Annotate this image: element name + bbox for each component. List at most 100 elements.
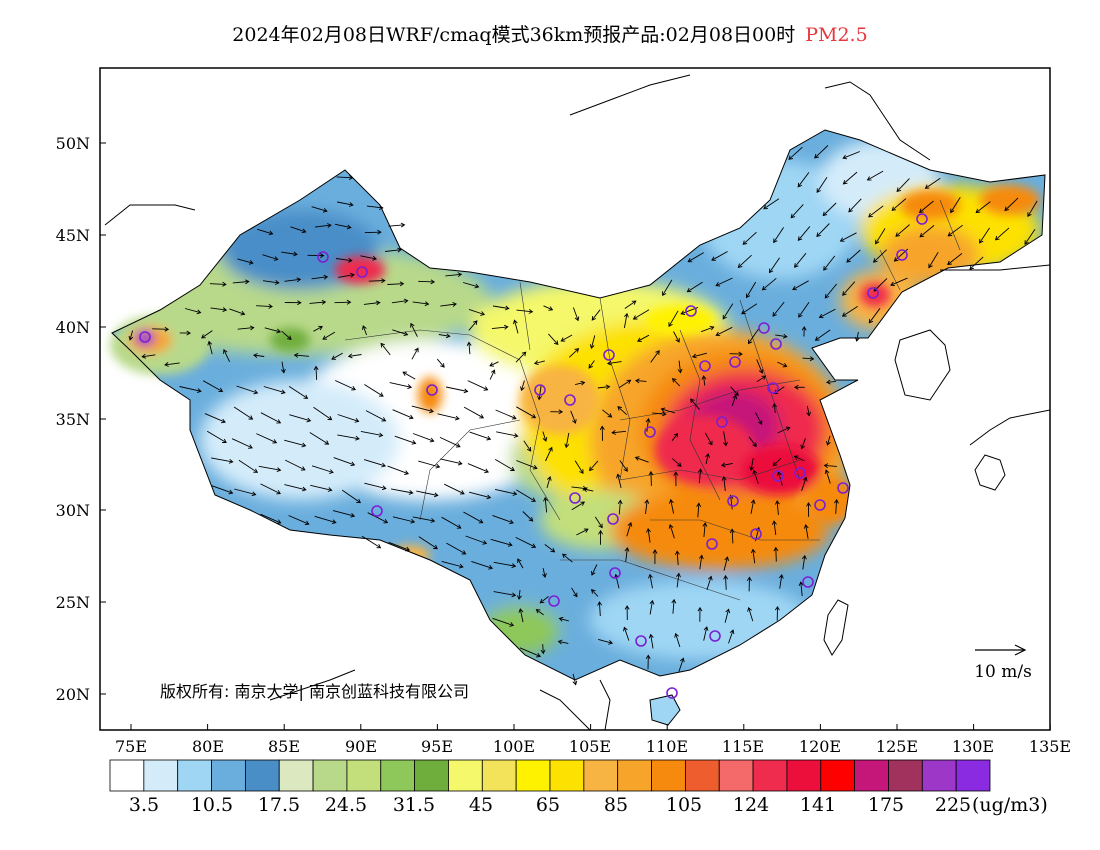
wind-arrow (309, 301, 326, 304)
wind-arrowhead (383, 518, 389, 524)
wind-arrowhead (520, 386, 525, 392)
wind-arrow (469, 431, 491, 440)
wind-arrow (262, 280, 279, 284)
wind-arrowhead (637, 337, 642, 342)
wind-arrow (792, 280, 809, 290)
wind-arrow (363, 302, 380, 305)
wind-arrowhead (928, 263, 933, 269)
wind-arrow (571, 486, 587, 490)
wind-arrow (950, 197, 961, 213)
wind-arrow (468, 308, 485, 315)
wind-arrowhead (687, 257, 693, 263)
wind-arrow (334, 301, 351, 304)
wind-arrow (801, 438, 806, 449)
wind-arrow (583, 488, 594, 492)
wind-arrowhead (624, 312, 629, 318)
wind-arrow (341, 489, 361, 503)
wind-arrowhead (697, 468, 703, 473)
wind-arrowhead (824, 469, 830, 475)
wind-arrow (607, 361, 622, 365)
wind-arrowhead (794, 263, 799, 268)
wind-arrowhead (605, 384, 611, 390)
wind-arrow (753, 470, 759, 484)
lon-label-100e: 100E (493, 737, 535, 756)
wind-arrowhead (414, 347, 419, 353)
wind-arrowhead (671, 598, 677, 604)
wind-arrow (777, 427, 790, 434)
wind-arrowhead (737, 263, 743, 268)
lon-label-120e: 120E (799, 737, 841, 756)
wind-arrowhead (833, 499, 839, 504)
wind-arrowhead (747, 606, 752, 612)
station-marker (685, 305, 697, 317)
colorbar-swatch (278, 759, 314, 792)
wind-arrow (697, 503, 700, 518)
wind-arrowhead (680, 657, 685, 663)
wind-arrow (730, 495, 733, 510)
wind-arrowhead (381, 417, 387, 422)
wind-arrowhead (479, 414, 485, 419)
axis-ticks (100, 142, 1051, 730)
wind-arrow (202, 380, 223, 392)
wind-arrowhead (583, 528, 589, 533)
wind-arrow (626, 522, 632, 537)
wind-arrowhead (776, 471, 782, 477)
colorbar-label-85: 85 (603, 794, 629, 816)
wind-arrowhead (511, 563, 517, 569)
wind-arrow (519, 647, 541, 657)
wind-arrowhead (648, 470, 654, 476)
wind-arrowhead (542, 573, 547, 578)
lon-label-115e: 115E (722, 737, 764, 756)
wind-arrowhead (1024, 240, 1029, 245)
wind-arrow (591, 309, 601, 321)
wind-arrow (309, 432, 329, 445)
colorbar-swatch (651, 759, 686, 792)
wind-arrowhead (918, 208, 924, 214)
wind-arrow (366, 205, 383, 209)
wind-arrow (846, 249, 861, 263)
wind-arrowhead (141, 353, 147, 359)
wind-arrow (516, 406, 536, 419)
wind-arrowhead (543, 496, 548, 502)
wind-arrowhead (772, 461, 778, 467)
wind-arrowhead (509, 519, 514, 525)
wind-arrowhead (668, 322, 673, 328)
colorbar-label-31-5: 31.5 (392, 794, 436, 816)
station-marker (802, 576, 814, 588)
wind-arrowhead (186, 330, 191, 336)
wind-arrowhead (228, 458, 234, 464)
wind-arrowhead (588, 363, 593, 369)
wind-arrowhead (516, 595, 522, 600)
wind-arrowhead (627, 521, 633, 527)
wind-arrowhead (648, 573, 653, 579)
wind-arrowhead (253, 389, 259, 395)
wind-arrow (560, 334, 573, 342)
wind-arrowhead (572, 680, 578, 686)
wind-arrowhead (474, 283, 480, 289)
wind-arrow (805, 524, 809, 539)
wind-arrowhead (511, 415, 517, 420)
wind-arrow (446, 542, 466, 555)
station-marker (699, 360, 711, 372)
wind-arrow (722, 303, 734, 320)
wind-arrow (418, 460, 440, 468)
wind-arrowhead (410, 518, 416, 524)
wind-arrow (704, 432, 713, 446)
wind-arrow (802, 555, 806, 570)
wind-arrow (264, 327, 281, 333)
wind-arrow (617, 474, 622, 489)
wind-arrow (388, 224, 405, 227)
wind-arrow (565, 432, 570, 448)
wind-arrow (598, 638, 613, 644)
wind-arrowhead (201, 334, 206, 339)
wind-arrow (491, 326, 508, 330)
wind-arrowhead (490, 369, 496, 375)
colorbar-swatch (346, 759, 382, 792)
wind-arrowhead (539, 598, 545, 604)
wind-arrowhead (801, 326, 807, 331)
wind-arrow (801, 477, 807, 491)
station-marker (139, 331, 151, 343)
wind-arrow (698, 469, 702, 484)
lon-label-110e: 110E (646, 737, 688, 756)
colorbar-swatch (955, 759, 991, 792)
